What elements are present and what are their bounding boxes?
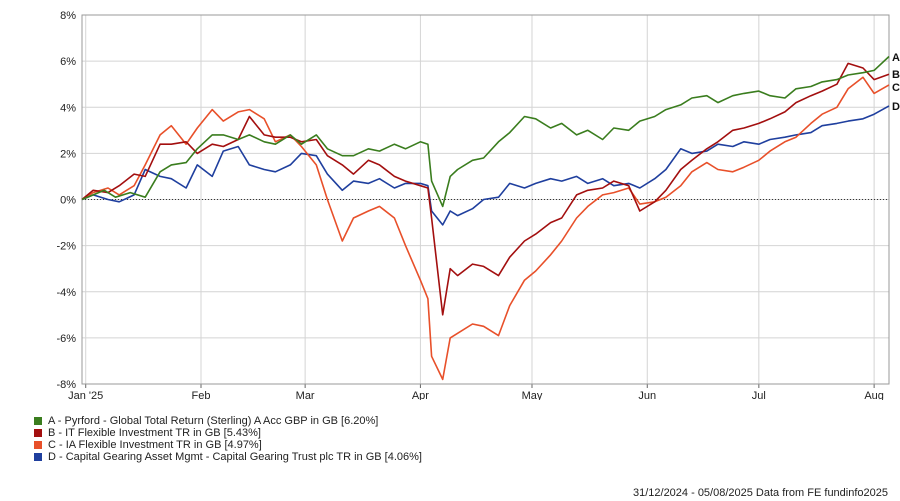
legend-label-c: C - IA Flexible Investment TR in GB [4.9… [48,439,262,451]
y-axis-ticks: 8% 6% 4% 2% 0% -2% -4% -6% -8% [56,10,76,391]
chart-legend: A - Pyrford - Global Total Return (Sterl… [34,415,422,463]
series-line-c [81,76,890,381]
x-tick-label: Apr [412,390,429,400]
x-tick-label: May [522,390,543,400]
x-tick-label: Mar [296,390,315,400]
legend-label-a: A - Pyrford - Global Total Return (Sterl… [48,415,379,427]
y-tick-label: 4% [60,102,76,114]
legend-label-d: D - Capital Gearing Asset Mgmt - Capital… [48,451,422,463]
legend-item-d: D - Capital Gearing Asset Mgmt - Capital… [34,451,422,463]
x-tick-label: Jul [752,390,766,400]
end-label-a: A [892,52,900,64]
end-label-d: D [892,101,900,113]
series-lines [81,55,890,381]
y-tick-label: 2% [60,148,76,160]
legend-swatch-a [34,417,42,425]
y-tick-label: 6% [60,56,76,68]
legend-swatch-d [34,453,42,461]
legend-item-a: A - Pyrford - Global Total Return (Sterl… [34,415,422,427]
x-tick-label: Jan '25 [68,390,103,400]
x-tick-label: Feb [192,390,211,400]
x-axis-ticks: Jan '25 Feb Mar Apr May Jun Jul Aug [68,390,884,400]
line-chart-plot: 8% 6% 4% 2% 0% -2% -4% -6% -8% Jan '25 Feb Mar Apr M… [56,10,900,400]
legend-item-c: C - IA Flexible Investment TR in GB [4.9… [34,439,422,451]
series-line-d [81,105,890,226]
x-tick-label: Aug [864,390,884,400]
end-label-c: C [892,82,900,94]
y-tick-label: 8% [60,10,76,22]
legend-item-b: B - IT Flexible Investment TR in GB [5.4… [34,427,422,439]
end-label-b: B [892,69,900,81]
x-gridlines [85,15,875,388]
y-tick-label: 0% [60,195,76,207]
y-tick-label: -2% [56,241,76,253]
y-tick-label: -8% [56,379,76,391]
x-tick-label: Jun [638,390,656,400]
series-line-b [81,62,890,316]
legend-label-b: B - IT Flexible Investment TR in GB [5.4… [48,427,261,439]
y-tick-label: -4% [56,287,76,299]
legend-swatch-c [34,441,42,449]
data-source-footer: 31/12/2024 - 05/08/2025 Data from FE fun… [632,487,888,499]
y-tick-label: -6% [56,333,76,345]
series-line-a [81,55,890,208]
legend-swatch-b [34,429,42,437]
